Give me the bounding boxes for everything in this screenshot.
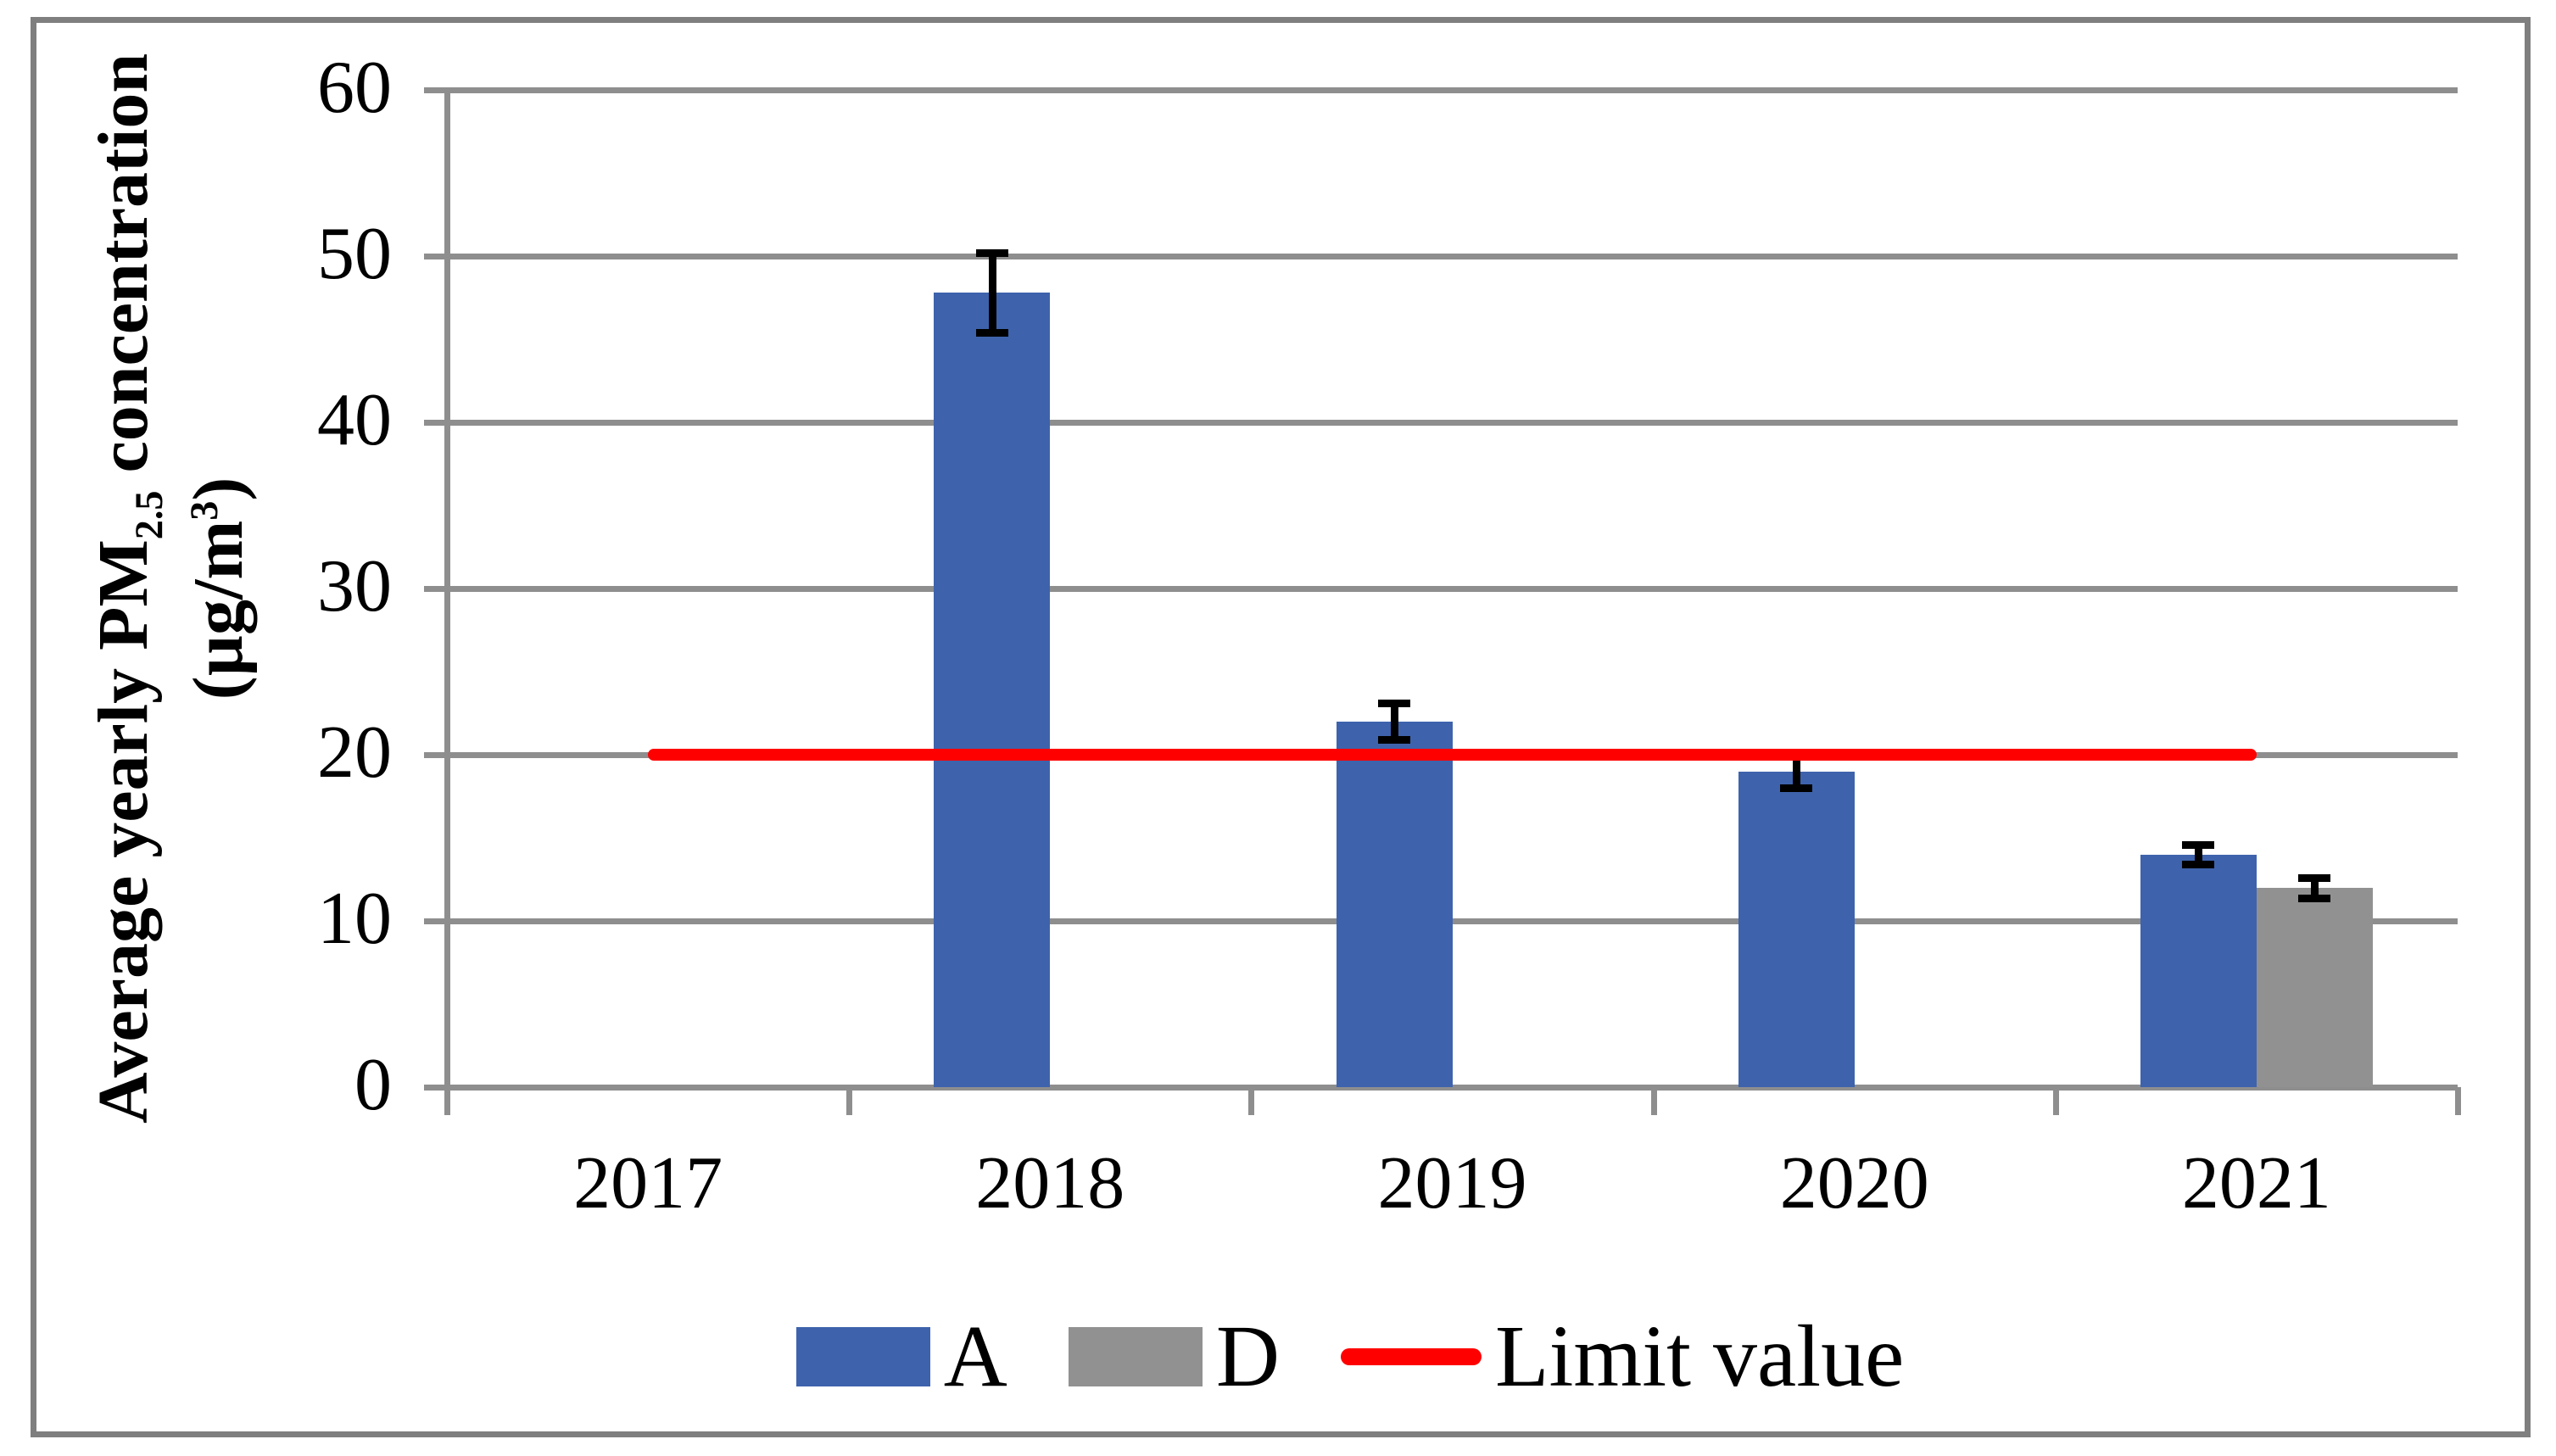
- legend-label-series-a: A: [943, 1308, 1007, 1405]
- x-category-label-2021: 2021: [2181, 1142, 2331, 1224]
- y-axis-tick-30: [424, 586, 447, 592]
- error-bar-cap-bottom-a-2021: [2182, 861, 2215, 869]
- bar-d-2021: [2256, 887, 2373, 1087]
- gridline-y-60: [447, 87, 2458, 93]
- y-axis-tick-50: [424, 254, 447, 259]
- legend-item-series-a: A: [795, 1308, 1007, 1405]
- x-category-label-2020: 2020: [1779, 1142, 1929, 1224]
- x-axis-tick-1: [846, 1087, 853, 1115]
- y-tick-label-10: 10: [317, 878, 392, 960]
- error-bar-cap-bottom-a-2020: [1780, 784, 1813, 793]
- gridline-y-0: [447, 1085, 2458, 1091]
- x-axis-tick-2: [1248, 1087, 1255, 1115]
- gridline-y-40: [447, 420, 2458, 426]
- y-axis-line: [444, 87, 450, 1090]
- legend-swatch-series-d: [1068, 1327, 1203, 1386]
- legend-swatch-series-a: [795, 1327, 930, 1386]
- y-tick-label-20: 20: [317, 711, 392, 794]
- x-category-label-2017: 2017: [573, 1142, 723, 1224]
- y-axis-tick-0: [424, 1085, 447, 1091]
- gridline-y-50: [447, 254, 2458, 259]
- x-category-label-2018: 2018: [975, 1142, 1125, 1224]
- x-axis-tick-3: [1650, 1087, 1657, 1115]
- y-tick-label-0: 0: [354, 1044, 392, 1126]
- y-tick-label-50: 50: [317, 213, 392, 295]
- error-bar-cap-top-a-2021: [2182, 840, 2215, 849]
- figure-border: [31, 17, 2531, 1437]
- error-bar-a-2019: [1391, 703, 1398, 740]
- y-tick-label-60: 60: [317, 47, 392, 129]
- error-bar-cap-top-a-2018: [975, 249, 1008, 258]
- error-bar-cap-bottom-a-2019: [1378, 736, 1410, 745]
- y-axis-tick-20: [424, 752, 447, 758]
- gridline-y-30: [447, 586, 2458, 592]
- legend-line-limit-value: [1340, 1348, 1482, 1365]
- x-axis-tick-0: [444, 1087, 450, 1115]
- bar-a-2020: [1738, 771, 1855, 1087]
- bar-a-2019: [1336, 721, 1453, 1087]
- limit-value-line: [648, 749, 2257, 761]
- bar-a-2018: [934, 293, 1051, 1087]
- error-bar-cap-top-d-2021: [2298, 874, 2331, 883]
- y-axis-tick-40: [424, 420, 447, 426]
- gridline-y-10: [447, 918, 2458, 924]
- y-tick-label-30: 30: [317, 545, 392, 628]
- y-tick-label-40: 40: [317, 379, 392, 461]
- error-bar-a-2020: [1793, 755, 1801, 789]
- legend-label-series-d: D: [1215, 1308, 1280, 1405]
- bar-a-2021: [2140, 854, 2257, 1087]
- legend-label-limit-value: Limit value: [1494, 1308, 1905, 1405]
- y-axis-tick-60: [424, 87, 447, 93]
- error-bar-a-2018: [988, 253, 996, 333]
- x-axis-tick-4: [2052, 1087, 2059, 1115]
- error-bar-cap-bottom-d-2021: [2298, 894, 2331, 902]
- legend: A D Limit value: [72, 1306, 2556, 1408]
- y-axis-tick-10: [424, 918, 447, 924]
- legend-item-series-d: D: [1068, 1308, 1280, 1405]
- error-bar-cap-bottom-a-2018: [975, 329, 1008, 338]
- error-bar-d-2021: [2311, 878, 2319, 898]
- error-bar-a-2021: [2195, 844, 2203, 865]
- x-category-label-2019: 2019: [1377, 1142, 1527, 1224]
- legend-item-limit-value: Limit value: [1340, 1308, 1905, 1405]
- x-axis-tick-5: [2455, 1087, 2461, 1115]
- error-bar-cap-top-a-2019: [1378, 700, 1410, 708]
